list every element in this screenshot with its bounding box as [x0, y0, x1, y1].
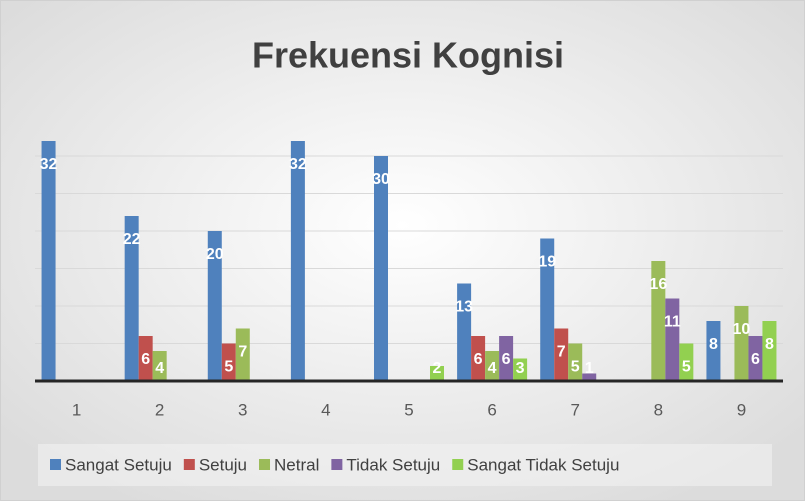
legend-label: Tidak Setuju: [346, 455, 440, 474]
data-label: 4: [155, 360, 164, 377]
bar: [124, 216, 139, 381]
data-label: 6: [502, 351, 511, 368]
legend-swatch: [331, 459, 343, 470]
data-label: 7: [238, 344, 247, 361]
legend-box: [38, 444, 772, 486]
data-label: 2: [433, 360, 442, 377]
data-label: 5: [571, 359, 580, 376]
legend-swatch: [183, 459, 195, 470]
bar: [582, 373, 597, 381]
x-tick-label: 3: [238, 400, 247, 419]
bar: [290, 141, 305, 381]
data-label: 8: [709, 336, 718, 353]
bar: [513, 358, 528, 381]
bar: [748, 336, 763, 381]
data-label: 3: [516, 360, 525, 377]
data-label: 20: [206, 246, 224, 263]
x-tick-label: 1: [72, 400, 81, 419]
bar: [138, 336, 153, 381]
legend-swatch: [50, 459, 61, 470]
bar: [235, 328, 250, 381]
legend-label: Netral: [274, 455, 319, 474]
x-tick-label: 4: [321, 400, 330, 419]
bar: [734, 306, 749, 381]
bar: [568, 343, 583, 381]
bar: [762, 321, 777, 381]
data-label: 16: [649, 276, 667, 293]
bar: [430, 366, 444, 381]
data-label: 4: [488, 360, 497, 377]
chart-title: Frekuensi Kognisi: [252, 35, 564, 76]
data-label: 32: [40, 156, 58, 173]
x-tick-label: 5: [404, 400, 413, 419]
x-tick-label: 6: [487, 400, 496, 419]
bar: [152, 351, 167, 381]
bar: [457, 283, 472, 381]
bar: [485, 351, 500, 381]
bar: [499, 336, 514, 381]
bar: [665, 298, 680, 381]
data-label: 22: [123, 231, 141, 248]
bar: [554, 328, 569, 381]
data-label: 5: [224, 359, 233, 376]
x-tick-label: 7: [570, 400, 579, 419]
bar: [706, 321, 721, 381]
bar: [679, 343, 694, 381]
bar: [540, 238, 555, 381]
data-label: 32: [289, 156, 307, 173]
data-label: 6: [751, 351, 760, 368]
data-label: 19: [538, 254, 556, 271]
data-label: 7: [557, 344, 566, 361]
x-tick-label: 9: [737, 400, 746, 419]
data-label: 1: [585, 360, 594, 377]
bar: [471, 336, 486, 381]
bar: [221, 343, 236, 381]
legend-swatch: [452, 459, 464, 470]
bar: [41, 141, 56, 381]
data-label: 30: [372, 171, 390, 188]
data-label: 6: [474, 351, 483, 368]
bar: [207, 231, 222, 381]
data-label: 6: [141, 351, 150, 368]
data-label: 13: [455, 299, 473, 316]
legend-label: Sangat Tidak Setuju: [467, 455, 619, 474]
data-label: 8: [765, 336, 774, 353]
bar: [374, 156, 388, 381]
x-tick-label: 8: [654, 400, 663, 419]
legend-swatch: [259, 459, 271, 470]
legend-label: Sangat Setuju: [65, 455, 172, 474]
bar: [651, 261, 666, 381]
x-tick-label: 2: [155, 400, 164, 419]
data-label: 10: [733, 321, 751, 338]
data-label: 5: [682, 359, 691, 376]
legend-label: Setuju: [199, 455, 247, 474]
data-label: 11: [664, 314, 681, 331]
